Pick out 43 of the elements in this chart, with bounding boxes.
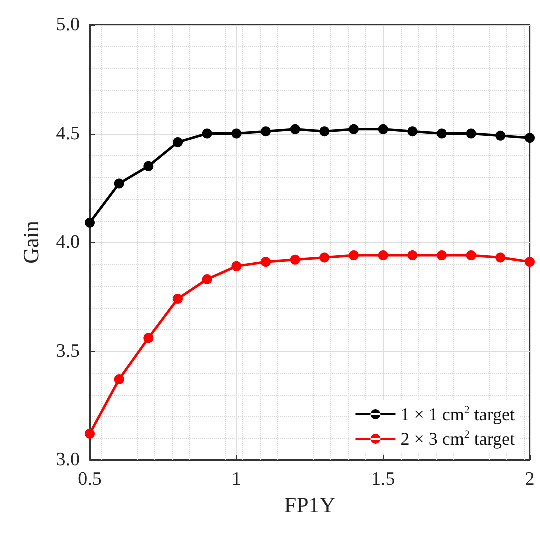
point: [378, 124, 388, 134]
point: [290, 124, 300, 134]
point: [466, 128, 476, 139]
point: [320, 252, 330, 263]
point: [232, 128, 242, 139]
y-tick-label: 3.5: [56, 340, 80, 362]
point: [408, 250, 418, 261]
point: [408, 126, 418, 137]
point: [261, 257, 271, 268]
x-tick-label: 2: [525, 469, 535, 490]
point: [173, 137, 183, 148]
point: [85, 428, 95, 439]
point: [85, 218, 95, 228]
point: [496, 130, 506, 141]
point: [349, 124, 359, 134]
point: [261, 126, 271, 137]
point: [202, 128, 212, 139]
point: [466, 250, 476, 261]
x-tick-label: 0.5: [78, 469, 102, 490]
y-tick-label: 5.0: [56, 14, 80, 36]
point: [349, 250, 359, 261]
point: [144, 161, 154, 172]
point: [525, 133, 535, 144]
point: [232, 261, 242, 272]
x-axis-title: FP1Y: [284, 492, 336, 518]
point: [496, 252, 506, 263]
point: [144, 333, 154, 344]
point: [437, 250, 447, 261]
point: [114, 178, 124, 189]
point: [290, 254, 300, 265]
x-tick-label: 1.5: [371, 469, 396, 490]
x-tick-label: 1: [232, 469, 242, 490]
point: [378, 250, 388, 261]
point: [320, 126, 330, 137]
point: [173, 294, 183, 304]
y-axis-title: Gain: [18, 221, 44, 264]
y-tick-label: 3.0: [56, 450, 80, 470]
point: [437, 128, 447, 139]
point: [114, 374, 124, 385]
point: [525, 257, 535, 268]
y-tick-label: 4.0: [56, 232, 80, 253]
point: [202, 274, 212, 284]
y-tick-label: 4.5: [56, 123, 80, 144]
